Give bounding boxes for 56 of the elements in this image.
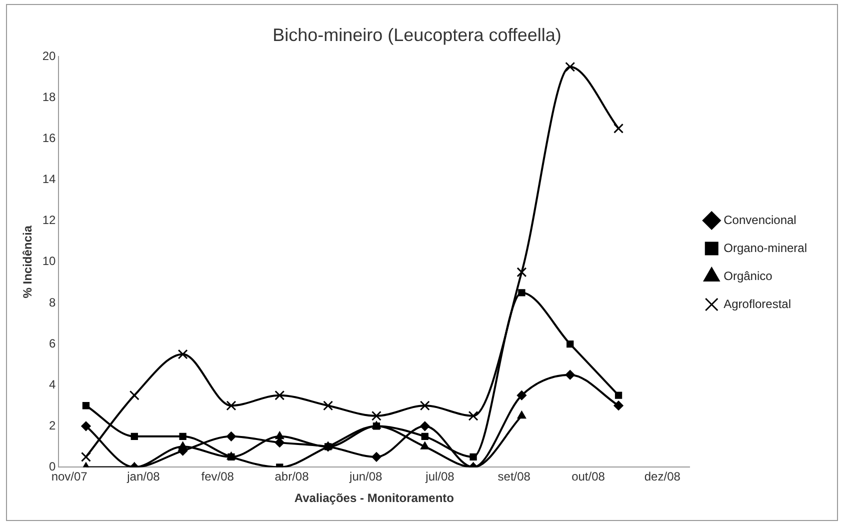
point xyxy=(518,289,526,296)
point xyxy=(565,62,576,72)
legend-label: Orgânico xyxy=(724,268,773,283)
x-tick-label: dez/08 xyxy=(644,470,681,484)
point xyxy=(274,390,285,400)
point xyxy=(614,400,624,410)
point xyxy=(81,421,91,431)
x-tick-label: jul/08 xyxy=(424,470,455,484)
point xyxy=(129,390,140,400)
y-tick-label: 4 xyxy=(49,377,56,392)
y-tick-label: 2 xyxy=(49,418,56,432)
chart-title: Bicho-mineiro (Leucoptera coffeella) xyxy=(272,24,562,45)
point xyxy=(614,392,622,399)
point xyxy=(516,267,527,278)
point xyxy=(565,370,575,380)
point xyxy=(82,402,90,410)
point xyxy=(372,452,382,462)
x-tick-label: jan/08 xyxy=(126,470,160,484)
y-tick-label: 6 xyxy=(49,336,56,350)
point xyxy=(274,438,284,448)
legend-label: Organo-mineral xyxy=(724,240,808,255)
point xyxy=(468,410,478,421)
y-tick-label: 16 xyxy=(42,131,56,146)
point xyxy=(80,452,91,462)
x-tick-label: out/08 xyxy=(572,470,606,484)
x-tick-label: fev/08 xyxy=(201,470,234,484)
point xyxy=(275,432,284,440)
point xyxy=(517,411,526,419)
point xyxy=(179,432,186,440)
y-tick-label: 14 xyxy=(42,172,56,186)
y-tick-label: 18 xyxy=(42,90,56,104)
point xyxy=(178,349,188,360)
point xyxy=(420,400,430,411)
y-tick-label: 8 xyxy=(49,295,56,310)
y-tick-label: 20 xyxy=(42,48,56,63)
y-tick-label: 12 xyxy=(42,213,56,228)
point xyxy=(130,432,138,440)
point xyxy=(566,340,574,348)
x-axis-title: Avaliações - Monitoramento xyxy=(294,491,454,506)
y-axis-title: % Incidência xyxy=(20,225,35,298)
point xyxy=(470,453,477,461)
point xyxy=(371,410,382,421)
point xyxy=(420,421,430,431)
point xyxy=(226,432,236,442)
x-tick-label: set/08 xyxy=(498,470,531,484)
point xyxy=(516,390,526,400)
point xyxy=(323,400,334,411)
point xyxy=(226,400,236,411)
x-tick-label: abr/08 xyxy=(274,470,310,484)
y-tick-label: 10 xyxy=(42,254,56,268)
legend-label: Agroflorestal xyxy=(724,296,792,311)
legend-label: Convencional xyxy=(724,212,796,227)
x-tick-label: jun/08 xyxy=(348,470,383,484)
point xyxy=(420,442,430,450)
point xyxy=(421,432,428,440)
point xyxy=(614,123,624,134)
